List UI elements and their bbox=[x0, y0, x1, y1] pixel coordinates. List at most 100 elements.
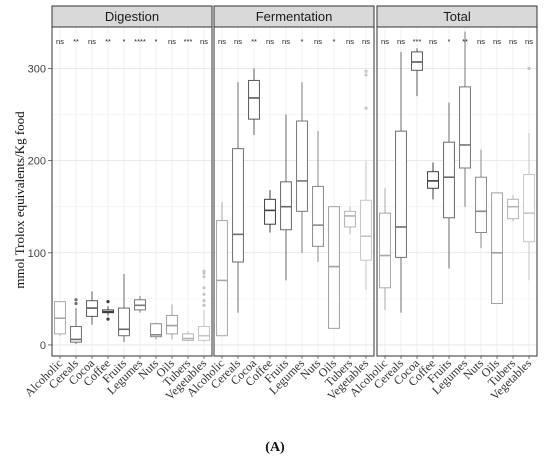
box-cocoa bbox=[411, 48, 423, 97]
box-vegetables bbox=[198, 269, 210, 343]
significance-label: ** bbox=[251, 37, 257, 46]
outlier-point bbox=[202, 275, 206, 279]
y-tick-label: 200 bbox=[28, 156, 46, 168]
significance-label: ns bbox=[493, 37, 501, 46]
outlier-point bbox=[202, 269, 206, 273]
box-nuts bbox=[475, 149, 487, 249]
box-coffee bbox=[102, 300, 114, 321]
significance-label: ns bbox=[477, 37, 485, 46]
outlier-point bbox=[364, 69, 368, 73]
box-cereals bbox=[70, 298, 82, 345]
box-fruits bbox=[118, 273, 130, 343]
y-tick-label: 0 bbox=[40, 340, 46, 352]
box-iqr bbox=[296, 120, 308, 212]
box-cocoa bbox=[86, 291, 98, 325]
box-cereals bbox=[232, 82, 244, 313]
box-vegetables bbox=[360, 69, 372, 290]
facet-strip-label: Fermentation bbox=[256, 9, 333, 24]
box-tubers bbox=[344, 206, 356, 235]
box-iqr bbox=[118, 307, 130, 337]
box-coffee bbox=[427, 162, 439, 200]
significance-label: ns bbox=[525, 37, 533, 46]
panel-border bbox=[213, 26, 375, 357]
box-iqr bbox=[507, 198, 519, 220]
y-axis-title: mmol Trolox equivalents/Kg food bbox=[12, 111, 27, 289]
box-iqr bbox=[232, 148, 244, 263]
outlier-point bbox=[106, 317, 110, 321]
significance-label: ns bbox=[234, 37, 242, 46]
figure-caption-text: (A) bbox=[265, 440, 285, 455]
box-fruits bbox=[280, 114, 292, 281]
box-fruits bbox=[443, 102, 455, 269]
panel-digestion: DigestionnsAlcoholic**CerealsnsCocoa**Co… bbox=[22, 5, 213, 403]
significance-label: ns bbox=[429, 37, 437, 46]
panel-background bbox=[52, 27, 212, 356]
box-iqr bbox=[264, 198, 276, 225]
box-oils bbox=[166, 304, 178, 340]
outlier-point bbox=[202, 299, 206, 303]
significance-label: ns bbox=[168, 37, 176, 46]
significance-label: ** bbox=[73, 37, 79, 46]
box-iqr bbox=[491, 192, 503, 304]
box-nuts bbox=[150, 322, 162, 340]
y-axis-ticks: 0 100 200 300 bbox=[28, 63, 52, 352]
box-nuts bbox=[312, 131, 324, 262]
box-alcoholic bbox=[54, 301, 66, 336]
significance-label: * bbox=[155, 37, 158, 46]
box-iqr bbox=[182, 333, 194, 341]
significance-label: ns bbox=[314, 37, 322, 46]
significance-label: **** bbox=[134, 37, 146, 46]
panel-total: TotalnsAlcoholicnsCereals***CocoansCoffe… bbox=[347, 5, 538, 403]
outlier-point bbox=[527, 66, 531, 71]
significance-label: * bbox=[123, 37, 126, 46]
significance-label: *** bbox=[413, 37, 422, 46]
box-iqr bbox=[216, 220, 228, 337]
box-alcoholic bbox=[379, 188, 391, 310]
facet-strip-label: Total bbox=[443, 9, 471, 24]
box-tubers bbox=[182, 331, 194, 342]
box-iqr bbox=[395, 130, 407, 258]
significance-label: ns bbox=[266, 37, 274, 46]
box-iqr bbox=[411, 51, 423, 71]
box-iqr bbox=[70, 326, 82, 343]
box-tubers bbox=[507, 194, 519, 222]
box-vegetables bbox=[523, 66, 535, 281]
box-oils bbox=[491, 192, 503, 304]
box-iqr bbox=[150, 323, 162, 338]
box-iqr bbox=[360, 199, 372, 261]
significance-label: ns bbox=[200, 37, 208, 46]
box-iqr bbox=[443, 141, 455, 219]
box-legumes bbox=[459, 31, 471, 207]
outlier-point bbox=[364, 73, 368, 77]
outlier-point bbox=[202, 286, 206, 290]
y-tick-label: 300 bbox=[28, 63, 46, 75]
significance-label: ns bbox=[88, 37, 96, 46]
facet-strip-label: Digestion bbox=[105, 9, 159, 24]
outlier-point bbox=[106, 300, 110, 304]
box-cereals bbox=[395, 51, 407, 313]
box-iqr bbox=[166, 314, 178, 335]
box-iqr bbox=[198, 326, 210, 341]
significance-label: * bbox=[333, 37, 336, 46]
significance-label: ns bbox=[56, 37, 64, 46]
box-iqr bbox=[427, 171, 439, 189]
y-tick-label: 100 bbox=[28, 248, 46, 260]
box-iqr bbox=[312, 185, 324, 247]
significance-label: ** bbox=[462, 37, 468, 46]
panel-border bbox=[51, 26, 213, 357]
box-iqr bbox=[475, 176, 487, 234]
outlier-point bbox=[74, 298, 78, 302]
facet-panels: DigestionnsAlcoholic**CerealsnsCocoa**Co… bbox=[22, 5, 538, 403]
significance-label: *** bbox=[184, 37, 193, 46]
box-legumes bbox=[296, 82, 308, 253]
significance-label: ns bbox=[397, 37, 405, 46]
box-iqr bbox=[523, 173, 535, 243]
significance-label: ns bbox=[381, 37, 389, 46]
significance-label: ns bbox=[282, 37, 290, 46]
box-iqr bbox=[459, 86, 471, 169]
significance-label: ** bbox=[105, 37, 111, 46]
y-axis-label: mmol Trolox equivalents/Kg food bbox=[12, 111, 27, 289]
significance-label: * bbox=[448, 37, 451, 46]
significance-label: ns bbox=[509, 37, 517, 46]
